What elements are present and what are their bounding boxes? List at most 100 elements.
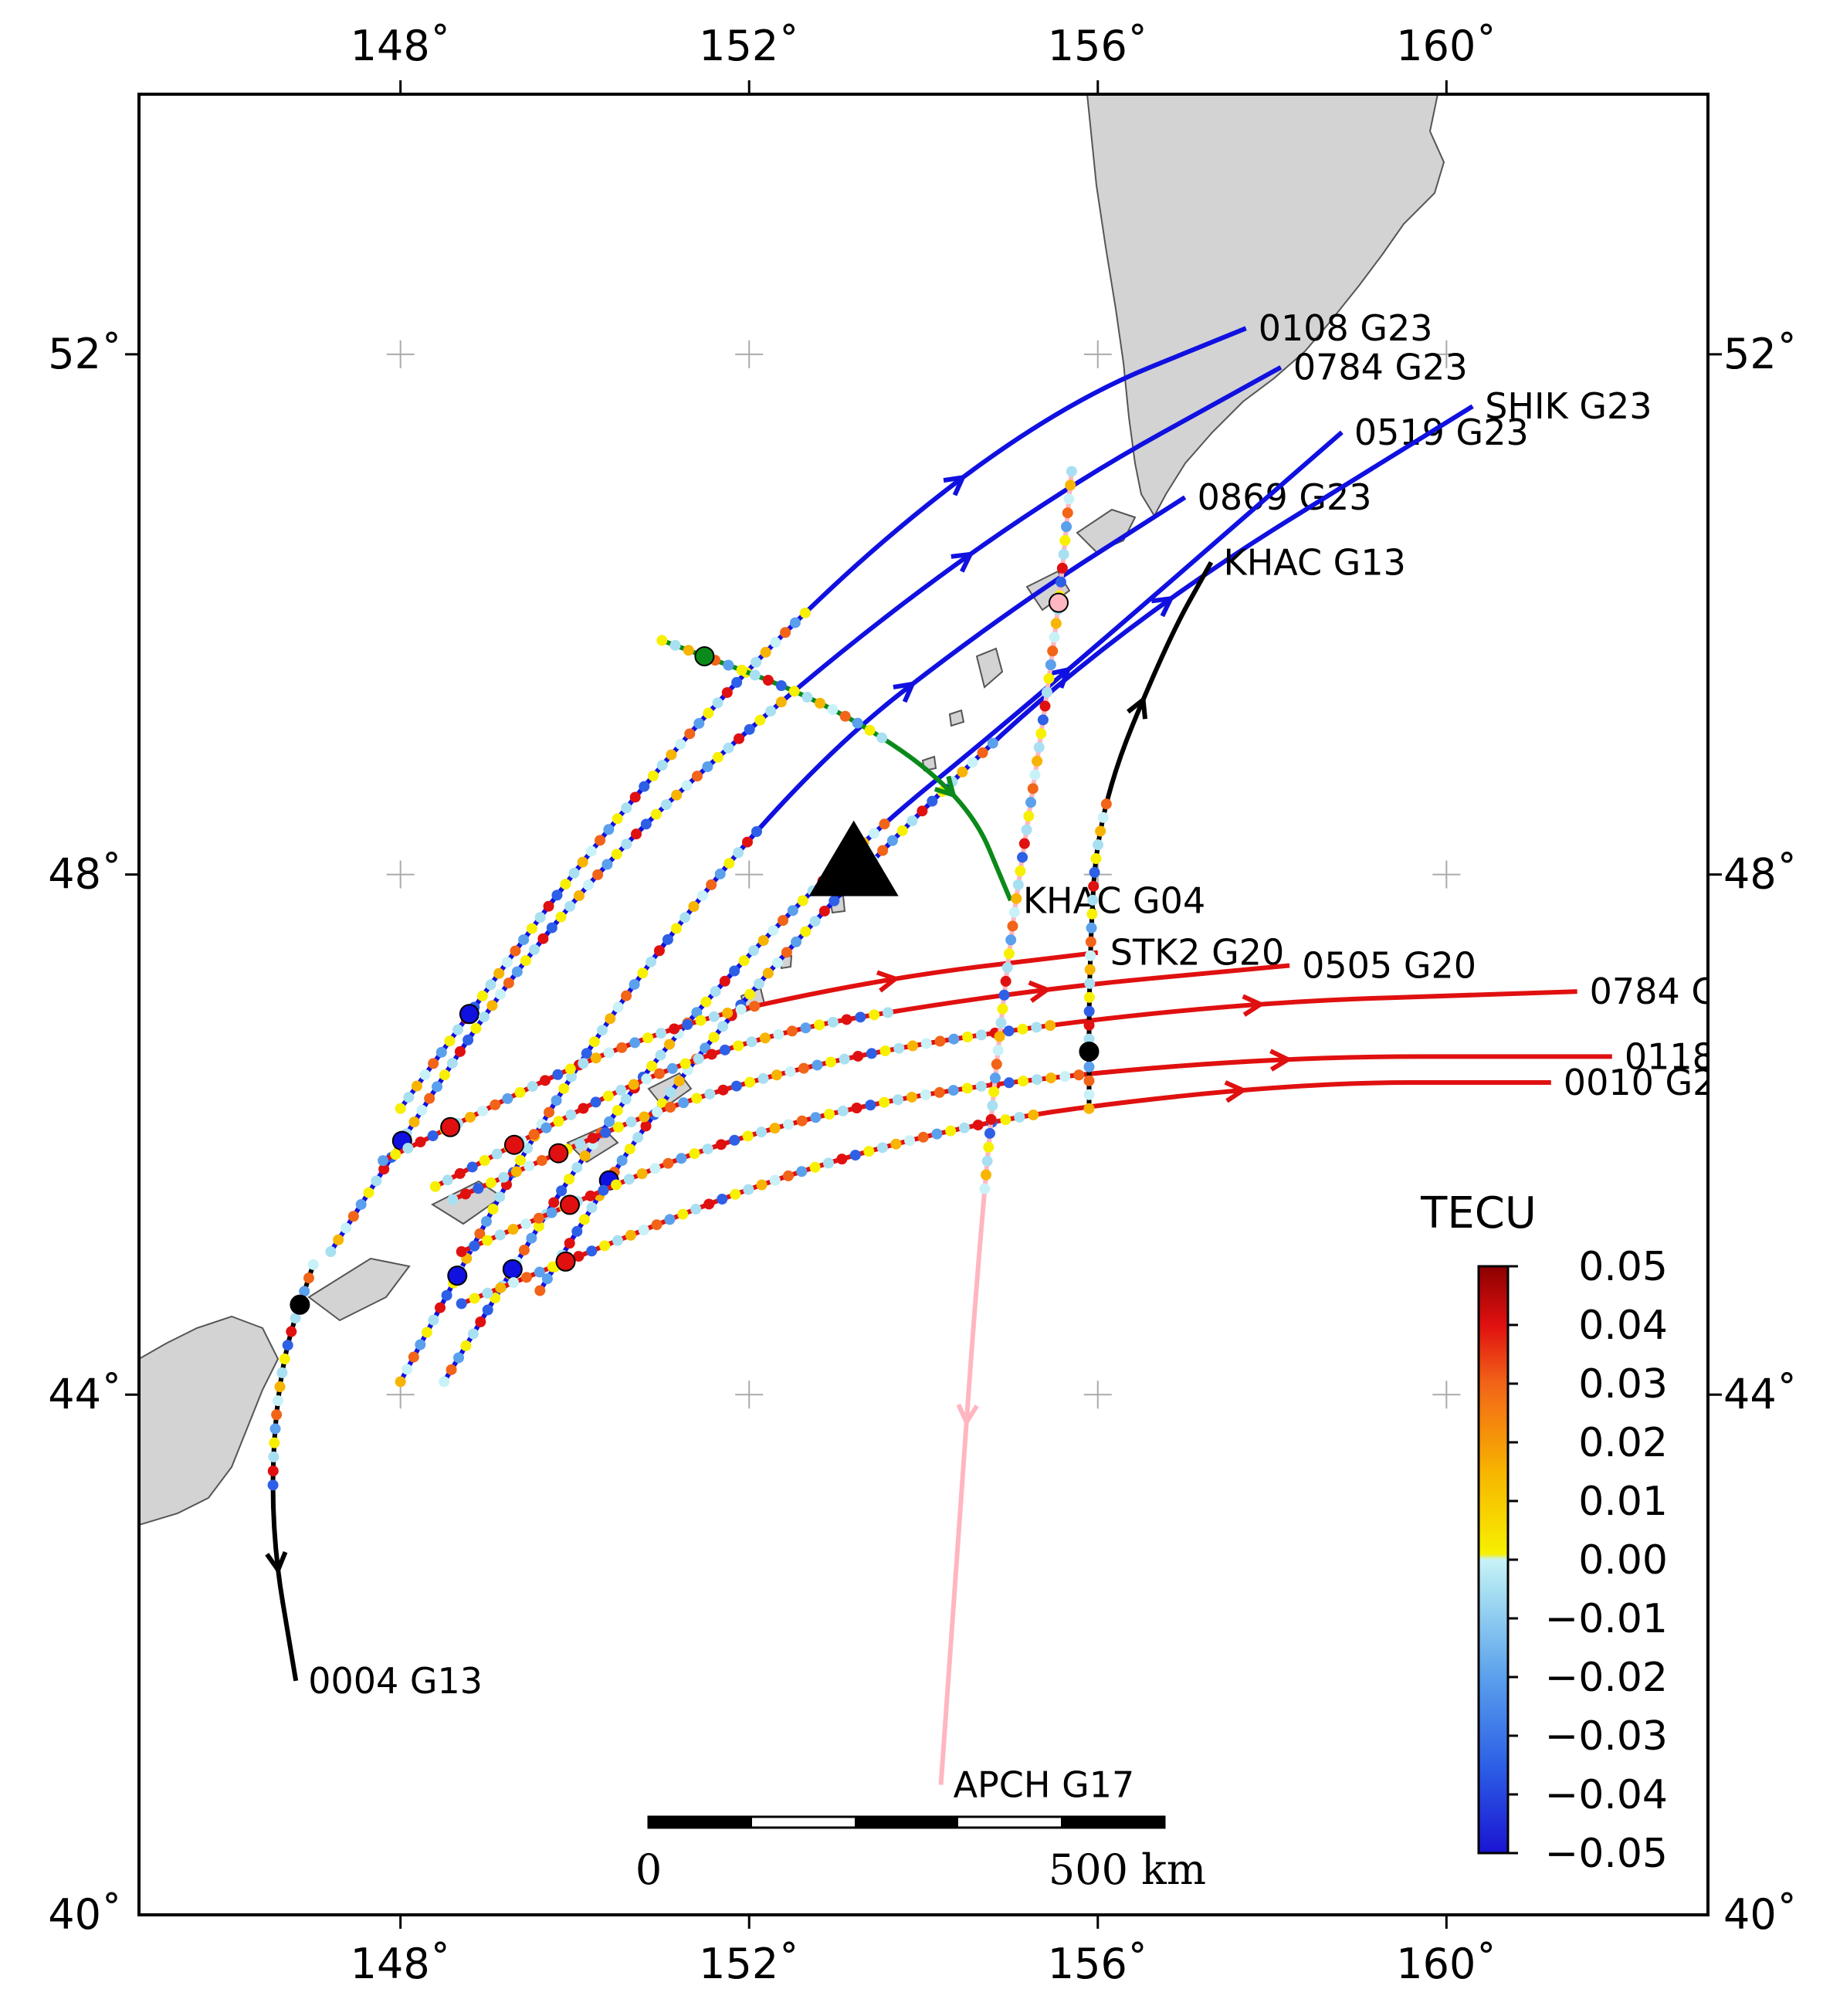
tec-dot <box>825 1056 837 1068</box>
tec-dot <box>1032 1074 1043 1086</box>
tec-dot <box>1015 866 1026 877</box>
tec-dot <box>753 978 764 990</box>
tec-dot <box>588 1036 600 1048</box>
island <box>307 1257 411 1322</box>
tec-dot <box>822 1157 834 1169</box>
tec-dot <box>623 1174 635 1185</box>
tec-dot <box>1089 866 1100 878</box>
tec-dot <box>1018 838 1030 849</box>
tec-dot <box>503 978 514 989</box>
tec-dot <box>1050 618 1062 629</box>
tec-dot <box>564 1174 575 1185</box>
direction-arrow-icon <box>1269 1049 1293 1072</box>
tec-dot <box>708 1011 720 1022</box>
tec-dot <box>435 1046 447 1058</box>
tec-dot <box>958 1122 970 1133</box>
scale-start-label: 0 <box>635 1845 662 1894</box>
tec-dot <box>691 771 703 782</box>
tec-dot <box>415 1339 426 1350</box>
tec-dot <box>1088 880 1100 892</box>
land-masses <box>139 94 1445 1526</box>
track-marker <box>1049 592 1069 613</box>
tec-dot <box>1003 1077 1015 1089</box>
tec-dot <box>616 1042 628 1053</box>
tec-dot <box>290 1313 301 1324</box>
tec-dot <box>748 945 760 957</box>
tec-dot <box>655 1049 666 1061</box>
tec-dot <box>721 686 733 698</box>
tec-dot <box>757 935 769 947</box>
tec-dot <box>656 635 668 646</box>
tec-dot <box>547 1261 558 1272</box>
tec-dot <box>837 1105 849 1116</box>
tec-dot <box>712 697 723 709</box>
tec-dot <box>578 1103 589 1114</box>
tec-dot <box>652 1106 663 1118</box>
tec-dot <box>416 1104 428 1116</box>
track-apch-g17: APCH G17 <box>938 466 1134 1806</box>
tec-dot <box>749 1001 761 1012</box>
tec-dot <box>442 1174 453 1186</box>
tec-dot <box>827 1016 839 1028</box>
tec-dot <box>1023 810 1035 822</box>
tec-dot <box>671 789 683 801</box>
tec-dot <box>632 1132 644 1144</box>
tec-dot <box>539 1075 551 1086</box>
direction-arrow-icon <box>934 775 957 799</box>
tec-dot <box>679 1058 691 1069</box>
direction-arrow-icon <box>1224 1080 1249 1103</box>
colorbar-tick-label: −0.04 <box>1545 1772 1668 1818</box>
track-0108-g23: 0108 G23 <box>395 307 1433 1114</box>
tec-dot <box>363 1187 374 1198</box>
tec-dot <box>446 1057 458 1069</box>
tec-dot <box>415 1137 426 1148</box>
track-label: SHIK G23 <box>1485 385 1652 427</box>
tec-dot <box>543 900 554 912</box>
tec-dot <box>558 1083 570 1094</box>
tec-dot <box>534 1266 545 1278</box>
tec-dot <box>419 1069 431 1080</box>
kamchatka-landmass <box>1086 94 1445 518</box>
tec-dot <box>486 1000 498 1011</box>
tec-dot <box>670 923 682 934</box>
tec-dot <box>814 1019 825 1031</box>
tec-dot <box>879 1045 891 1056</box>
tec-dot <box>708 1032 720 1043</box>
direction-arrow-icon <box>893 681 917 703</box>
tec-dot <box>781 947 792 958</box>
tec-dot <box>577 856 588 868</box>
tec-dot <box>1073 1069 1085 1081</box>
tec-dot <box>612 813 623 825</box>
scale-end-label: 500 km <box>1049 1845 1206 1894</box>
tec-dot <box>730 1080 742 1092</box>
tec-dot <box>1039 700 1051 712</box>
tec-dot <box>775 680 787 692</box>
tec-dot <box>395 1376 406 1387</box>
track-marker <box>555 1251 576 1272</box>
track-0784-g20: 0784 G20 <box>447 971 1708 1205</box>
tec-dot <box>782 1170 794 1181</box>
direction-arrow-icon <box>1127 695 1148 720</box>
colorbar-tick-label: 0.04 <box>1578 1303 1668 1349</box>
colorbar-title: TECU <box>1420 1188 1537 1238</box>
tec-dot <box>1083 1061 1095 1072</box>
tec-dot <box>1083 1005 1095 1017</box>
tec-dot <box>528 1129 540 1140</box>
tec-dot <box>533 1221 544 1232</box>
tec-dot <box>646 956 657 967</box>
tec-dot <box>719 975 730 987</box>
tec-dot <box>642 1032 654 1044</box>
tec-dot <box>849 1150 861 1161</box>
tec-dot <box>731 676 743 688</box>
tec-dot <box>931 1128 943 1140</box>
tec-dot <box>552 1069 564 1080</box>
colorbar-ticks: 0.05 0.04 0.03 0.02 0.01 0.00 −0.01 −0.02 −0.03 −… <box>1508 1244 1668 1877</box>
tec-dot <box>775 696 787 708</box>
tec-dot <box>1095 825 1106 837</box>
tec-dot <box>491 1148 503 1160</box>
tec-dot <box>1033 741 1045 753</box>
tec-dot <box>828 895 840 906</box>
tec-dot <box>676 1153 687 1164</box>
